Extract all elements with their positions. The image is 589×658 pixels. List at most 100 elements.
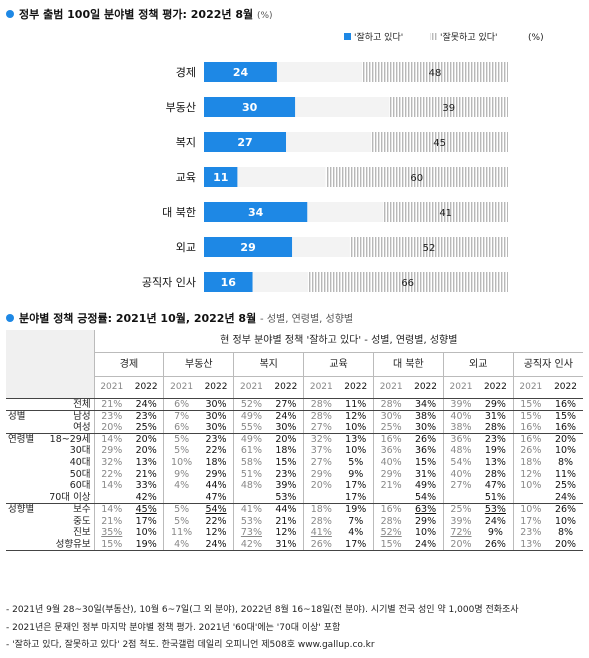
table-cell: 14% <box>93 503 129 516</box>
table-cell: 23% <box>484 433 506 445</box>
table-cell: 47% <box>198 491 234 504</box>
section1-unit: (%) <box>256 11 273 21</box>
table-cell: 8% <box>557 457 574 469</box>
table-cell: 20% <box>135 445 157 457</box>
value-label-good: 24 <box>233 66 249 79</box>
table-cell: 26% <box>512 445 549 457</box>
table-cell: 63% <box>415 504 437 516</box>
bar-bad <box>325 167 508 187</box>
table-cell: 17% <box>512 515 549 527</box>
table-cell: 10% <box>163 456 199 469</box>
table-header-year: 2021 <box>93 376 129 399</box>
table-header-year: 2022 <box>268 376 304 399</box>
row-group-label <box>6 480 44 492</box>
table-cell: 22% <box>93 468 129 481</box>
table-cell: 16% <box>512 433 549 446</box>
table-header-year: 2021 <box>442 376 479 399</box>
footnotes: - 2021년 9월 28~30일(부동산), 10월 6~7일(그 외 분야)… <box>6 602 519 655</box>
table-cell: 61% <box>233 445 269 457</box>
row-group-label: 성별 <box>8 410 26 422</box>
table-cell: 12% <box>205 527 227 539</box>
value-label-good: 16 <box>221 276 237 289</box>
bar-bad <box>371 132 508 152</box>
table-cell: 10% <box>512 480 549 492</box>
table-cell: 21% <box>93 515 129 527</box>
table-cell <box>163 491 199 504</box>
table-cell: 26% <box>303 538 339 551</box>
table-cell: 10% <box>554 445 577 457</box>
row-group-label <box>6 491 45 504</box>
row-group-label <box>6 527 44 539</box>
table-cell: 25% <box>128 421 164 434</box>
table-header-category: 부동산 <box>163 352 234 377</box>
table-cell: 4% <box>163 480 199 492</box>
table-cell: 21% <box>93 398 129 411</box>
table-cell: 52% <box>233 398 269 411</box>
row-sub-label: 18~29세 <box>49 433 91 445</box>
table-cell: 15% <box>554 410 577 422</box>
row-sub-label: 70대 이상 <box>44 491 95 504</box>
table-cell: 21% <box>135 468 157 480</box>
table-cell: 6% <box>163 398 199 411</box>
legend-swatch-good <box>344 33 351 40</box>
table-cell: 49% <box>233 410 269 422</box>
table-cell: 23% <box>93 410 129 422</box>
table-cell: 14% <box>93 433 129 446</box>
table-cell: 37% <box>303 445 339 457</box>
table-cell: 41% <box>233 503 269 516</box>
chart-bars: 경제 24 48 부동산 30 39 복지 27 45 교육 11 60 대 북한 34 41 외교 29 52 공… <box>142 62 508 292</box>
table-header-category: 대 북한 <box>372 352 444 377</box>
table-cell: 6% <box>163 421 199 434</box>
table-cell: 20% <box>135 433 157 445</box>
footnote: - '잘하고 있다, 잘못하고 있다' 2점 척도. 한국갤럽 데일리 오피니언… <box>6 640 375 650</box>
table-cell: 5% <box>163 445 199 457</box>
table-cell: 32% <box>303 433 339 446</box>
footnote: - 2021년 9월 28~30일(부동산), 10월 6~7일(그 외 분야)… <box>6 605 519 615</box>
table-cell: 16% <box>372 433 409 446</box>
table-cell: 26% <box>415 433 437 445</box>
table-cell: 48% <box>442 445 479 457</box>
table-cell: 10% <box>512 503 549 516</box>
section2-subtitle: - 성별, 연령별, 성향별 <box>260 314 354 325</box>
table-row: 30대 29% 20% 5% 22% 61% 18% 37% 10% 36% 36% 48% 19% 26… <box>6 445 583 457</box>
table-cell: 20% <box>303 480 339 492</box>
table-cell: 7% <box>163 410 199 422</box>
table-cell: 13% <box>484 457 506 469</box>
bar-bad <box>362 62 508 82</box>
bar-good <box>204 167 238 187</box>
table-cell: 18% <box>303 503 339 516</box>
table-cell: 10% <box>345 445 367 457</box>
table-cell: 10% <box>415 527 437 539</box>
table-row: 성향별 보수 14% 45% 5% 54% 41% 44% 18% 19% 16% 63% 25% 53%… <box>6 503 583 516</box>
table-row: 연령별 18~29세 14% 20% 5% 23% 49% 20% 32% 13% 16% 26% 36… <box>6 433 583 446</box>
table-cell: 24% <box>408 538 444 551</box>
bar-bad <box>383 202 508 222</box>
bullet-dot-icon <box>6 314 14 322</box>
table-cell: 33% <box>135 480 157 492</box>
table-cell: 10% <box>135 527 157 539</box>
row-group-label <box>6 468 44 480</box>
row-sub-label: 남성 <box>73 410 91 422</box>
table-cell: 5% <box>163 503 199 516</box>
table-cell: 28% <box>303 410 339 422</box>
table-cell: 53% <box>268 491 304 504</box>
table-cell: 40% <box>372 456 409 469</box>
table-cell: 44% <box>275 504 297 516</box>
table-cell: 17% <box>345 480 367 492</box>
table-cell: 31% <box>415 468 437 480</box>
table-row: 40대 32% 13% 10% 18% 58% 15% 27% 5% 40% 15% 54% 13% 18… <box>6 456 583 469</box>
policy-evaluation-chart: '잘하고 있다' '잘못하고 있다' (%) 경제 24 48 부동산 30 39 복지 27 45… <box>142 31 544 292</box>
table-cell: 29% <box>415 515 437 527</box>
table-cell: 54% <box>205 504 227 516</box>
table-row: 진보 35% 10% 11% 12% 73% 12% 41% 4% 52% 10% 72% 9% 23% 8… <box>6 526 583 539</box>
row-group-label <box>6 398 45 411</box>
row-sub-label: 전체 <box>44 398 95 411</box>
table-row: 70대 이상 42% 47% 53% 17% 54% 51% 24% <box>6 491 583 504</box>
table-cell: 27% <box>442 480 479 492</box>
bar-bad <box>307 272 508 292</box>
table-cell <box>442 491 479 504</box>
table-cell: 5% <box>163 515 199 527</box>
table-cell: 12% <box>275 527 297 539</box>
value-label-bad: 41 <box>439 208 452 219</box>
table-cell: 15% <box>512 410 549 422</box>
